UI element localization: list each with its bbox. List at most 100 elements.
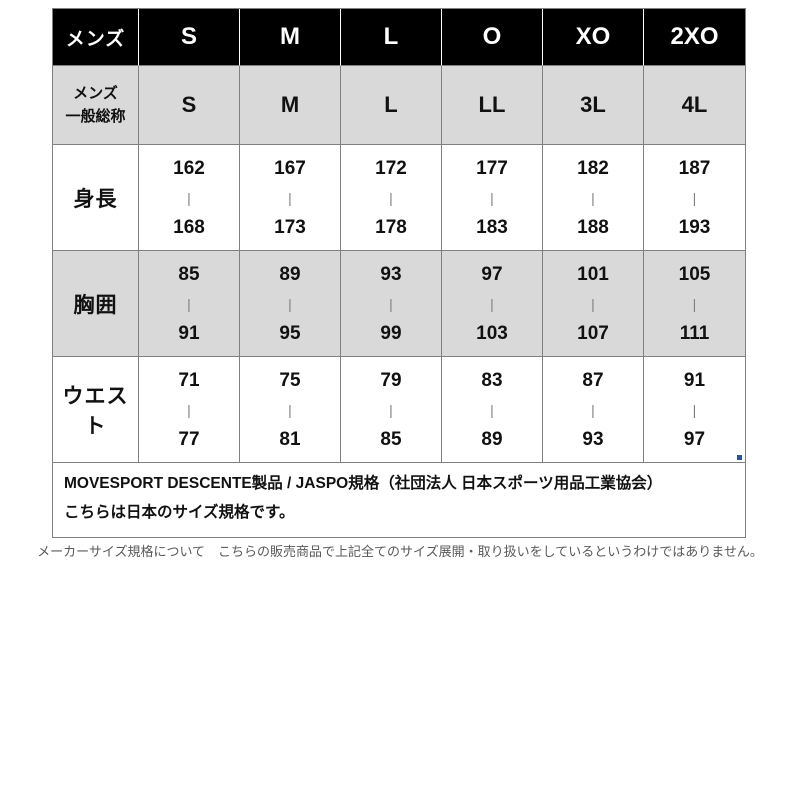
range-high: 183 — [476, 216, 508, 238]
waist-range-cell: 83 | 89 — [442, 357, 543, 463]
general-label-line2: 一般総称 — [65, 108, 126, 125]
range-high: 95 — [279, 322, 301, 344]
range-separator: | — [490, 401, 494, 418]
header-size-2xo: 2XO — [644, 9, 745, 66]
general-size-row: メンズ 一般総称 S M L LL 3L 4L — [53, 66, 745, 145]
range-low: 162 — [173, 157, 205, 179]
range-separator: | — [692, 295, 697, 312]
general-size-cell: 4L — [644, 66, 745, 145]
chest-range-cell: 97 | 103 — [442, 251, 543, 357]
general-size-cell: LL — [442, 66, 543, 145]
general-size-cell: 3L — [543, 66, 644, 145]
footer-note-cell: MOVESPORT DESCENTE製品 / JASPO規格（社団法人 日本スポ… — [53, 463, 745, 537]
height-range-cell: 187 | 193 — [644, 145, 745, 251]
range-high: 103 — [476, 322, 508, 344]
waist-range-cell: 79 | 85 — [341, 357, 442, 463]
range-high: 97 — [683, 428, 706, 450]
general-size-cell: S — [139, 66, 240, 145]
range-low: 79 — [380, 369, 402, 391]
chest-label: 胸囲 — [53, 251, 139, 357]
range-separator: | — [389, 295, 393, 312]
range-low: 71 — [178, 369, 200, 391]
range-high: 91 — [178, 322, 200, 344]
range-separator: | — [288, 295, 292, 312]
range-separator: | — [490, 189, 494, 206]
chest-range-cell: 89 | 95 — [240, 251, 341, 357]
range-separator: | — [389, 189, 393, 206]
chest-range-cell: 93 | 99 — [341, 251, 442, 357]
range-low: 93 — [380, 263, 402, 285]
waist-label: ウエスト — [53, 357, 139, 463]
range-low: 97 — [481, 263, 503, 285]
footer-note-line1: MOVESPORT DESCENTE製品 / JASPO規格（社団法人 日本スポ… — [64, 475, 663, 493]
range-separator: | — [591, 189, 595, 206]
range-separator: | — [692, 189, 697, 206]
range-separator: | — [187, 295, 191, 312]
header-size-m: M — [240, 9, 341, 66]
range-high: 85 — [380, 428, 402, 450]
waist-range-cell: 87 | 93 — [543, 357, 644, 463]
chest-range-cell: 85 | 91 — [139, 251, 240, 357]
range-high: 107 — [577, 322, 609, 344]
chest-range-cell: 105 | 111 — [644, 251, 745, 357]
range-high: 89 — [481, 428, 503, 450]
range-separator: | — [591, 401, 595, 418]
header-size-o: O — [442, 9, 543, 66]
range-high: 168 — [173, 216, 205, 238]
range-high: 188 — [577, 216, 609, 238]
cell-comment-corner-marker — [737, 455, 742, 460]
mens-size-table: メンズ S M L O XO 2XO メンズ 一般総称 S M L LL 3L … — [52, 8, 746, 538]
range-low: 85 — [178, 263, 200, 285]
chest-row: 胸囲 85 | 91 89 | 95 93 | 99 97 | 103 — [53, 251, 745, 357]
header-mens-label: メンズ — [53, 9, 139, 66]
header-size-xo: XO — [543, 9, 644, 66]
range-low: 177 — [476, 157, 508, 179]
footer-row: MOVESPORT DESCENTE製品 / JASPO規格（社団法人 日本スポ… — [53, 463, 745, 537]
range-separator: | — [288, 189, 292, 206]
height-range-cell: 182 | 188 — [543, 145, 644, 251]
range-low: 167 — [274, 157, 306, 179]
waist-range-cell: 75 | 81 — [240, 357, 341, 463]
range-separator: | — [187, 189, 191, 206]
range-high: 93 — [582, 428, 604, 450]
range-high: 81 — [279, 428, 301, 450]
range-low: 75 — [279, 369, 301, 391]
height-range-cell: 162 | 168 — [139, 145, 240, 251]
height-range-cell: 167 | 173 — [240, 145, 341, 251]
range-separator: | — [187, 401, 191, 418]
range-low: 101 — [577, 263, 609, 285]
range-high: 111 — [679, 322, 710, 344]
waist-range-cell: 91 | 97 — [644, 357, 745, 463]
maker-size-disclaimer: メーカーサイズ規格について こちらの販売商品で上記全てのサイズ展開・取り扱いをし… — [37, 544, 763, 559]
general-size-cell: M — [240, 66, 341, 145]
height-range-cell: 172 | 178 — [341, 145, 442, 251]
range-separator: | — [692, 401, 697, 418]
range-high: 173 — [274, 216, 306, 238]
general-label-line1: メンズ — [73, 84, 118, 102]
range-low: 87 — [582, 369, 604, 391]
range-low: 187 — [678, 157, 711, 179]
range-low: 89 — [279, 263, 301, 285]
range-high: 77 — [178, 428, 200, 450]
range-low: 172 — [375, 157, 407, 179]
range-high: 178 — [375, 216, 407, 238]
range-low: 83 — [481, 369, 503, 391]
height-row: 身長 162 | 168 167 | 173 172 | 178 177 | 1… — [53, 145, 745, 251]
range-low: 91 — [683, 369, 706, 391]
range-low: 105 — [678, 263, 711, 285]
general-size-cell: L — [341, 66, 442, 145]
chest-range-cell: 101 | 107 — [543, 251, 644, 357]
general-label: メンズ 一般総称 — [53, 66, 139, 145]
range-high: 193 — [678, 216, 711, 238]
range-low: 182 — [577, 157, 609, 179]
waist-row: ウエスト 71 | 77 75 | 81 79 | 85 83 | 89 — [53, 357, 745, 463]
height-range-cell: 177 | 183 — [442, 145, 543, 251]
header-size-s: S — [139, 9, 240, 66]
range-high: 99 — [380, 322, 402, 344]
range-separator: | — [591, 295, 595, 312]
header-row: メンズ S M L O XO 2XO — [53, 9, 745, 66]
range-separator: | — [288, 401, 292, 418]
range-separator: | — [389, 401, 393, 418]
footer-note-line2: こちらは日本のサイズ規格です。 — [64, 504, 295, 521]
